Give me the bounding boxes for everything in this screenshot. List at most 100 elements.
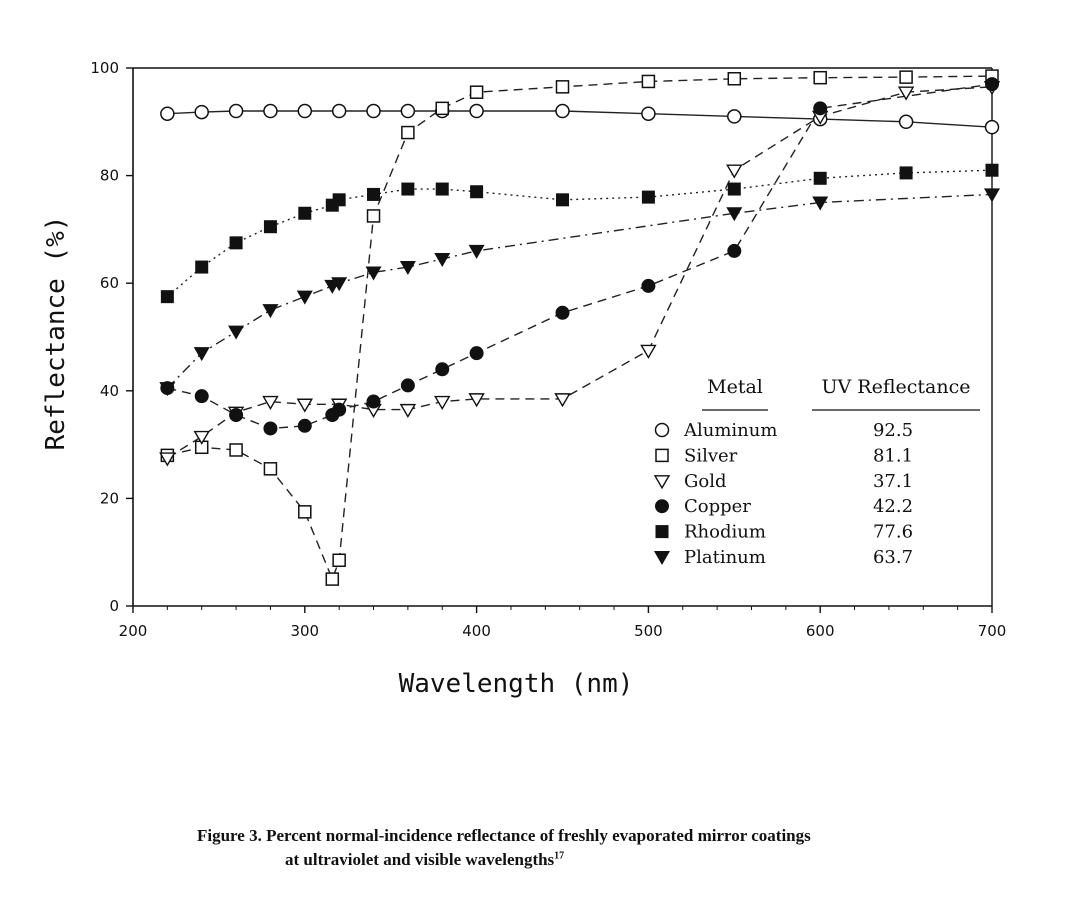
series-markers-copper bbox=[160, 77, 999, 436]
data-point-gold bbox=[468, 393, 485, 408]
data-point-aluminum bbox=[984, 119, 1000, 135]
data-point-platinum bbox=[399, 261, 416, 276]
data-point-copper bbox=[194, 389, 209, 404]
legend-marker bbox=[655, 448, 669, 463]
x-tick-label: 700 bbox=[978, 622, 1007, 640]
data-point-platinum bbox=[726, 207, 743, 222]
data-point-copper bbox=[813, 101, 828, 116]
data-point-rhodium bbox=[470, 185, 484, 199]
data-point-aluminum bbox=[555, 103, 570, 119]
data-point-aluminum bbox=[331, 103, 347, 119]
series-line-rhodium bbox=[166, 169, 993, 298]
data-point-aluminum bbox=[469, 103, 484, 119]
legend-metal-name: Gold bbox=[684, 471, 727, 492]
legend-entry-platinum: Platinum 63.7 bbox=[654, 547, 913, 568]
data-point-platinum bbox=[365, 266, 382, 281]
legend-uv-value: 63.7 bbox=[873, 547, 913, 568]
data-point-rhodium bbox=[813, 171, 827, 185]
data-point-aluminum bbox=[727, 109, 742, 124]
data-point-gold bbox=[296, 398, 314, 413]
data-point-copper bbox=[555, 305, 570, 320]
legend-uv-value: 37.1 bbox=[873, 471, 913, 492]
legend-entry-rhodium: Rhodium 77.6 bbox=[655, 522, 913, 543]
data-point-copper bbox=[297, 418, 312, 433]
data-point-aluminum bbox=[194, 104, 209, 120]
data-point-gold bbox=[434, 395, 451, 410]
data-point-aluminum bbox=[400, 103, 416, 119]
data-point-platinum bbox=[434, 252, 451, 267]
data-point-rhodium bbox=[195, 260, 209, 274]
x-axis-title: Wavelength (nm) bbox=[399, 669, 634, 699]
y-tick-label: 100 bbox=[90, 59, 119, 77]
series-line-silver bbox=[167, 75, 993, 582]
y-tick-label: 80 bbox=[100, 167, 119, 185]
legend-metal-name: Aluminum bbox=[683, 420, 777, 441]
legend-entry-aluminum: Aluminum 92.5 bbox=[654, 420, 913, 441]
data-point-platinum bbox=[159, 382, 176, 397]
data-point-gold bbox=[554, 393, 571, 408]
series-line-copper bbox=[167, 83, 993, 430]
data-point-aluminum bbox=[228, 103, 244, 119]
data-point-rhodium bbox=[899, 166, 913, 180]
data-point-copper bbox=[400, 378, 415, 393]
data-point-copper bbox=[985, 77, 999, 92]
legend-uv-value: 77.6 bbox=[873, 522, 913, 543]
data-point-copper bbox=[641, 278, 656, 293]
data-point-aluminum bbox=[297, 103, 313, 119]
series-line-aluminum bbox=[167, 110, 993, 128]
data-point-copper bbox=[435, 362, 450, 377]
x-tick-label: 500 bbox=[634, 622, 663, 640]
data-point-aluminum bbox=[898, 114, 914, 130]
legend-marker bbox=[653, 475, 671, 490]
x-tick-label: 600 bbox=[806, 622, 835, 640]
data-point-silver bbox=[813, 70, 827, 85]
legend-uv-value: 81.1 bbox=[873, 445, 913, 466]
legend-header-uv: UV Reflectance bbox=[822, 376, 971, 398]
data-point-gold bbox=[897, 86, 915, 101]
data-point-gold bbox=[159, 452, 176, 467]
data-point-silver bbox=[263, 462, 278, 476]
data-point-silver bbox=[366, 209, 381, 223]
legend-metal-name: Copper bbox=[684, 496, 751, 517]
legend-metal-name: Silver bbox=[684, 445, 738, 466]
series-markers-platinum bbox=[159, 188, 1000, 397]
data-point-aluminum bbox=[366, 103, 381, 119]
series-markers-aluminum bbox=[160, 103, 1000, 135]
data-point-gold bbox=[262, 395, 279, 410]
y-tick-label: 60 bbox=[100, 274, 119, 292]
data-point-rhodium bbox=[985, 163, 999, 177]
legend-marker bbox=[655, 525, 669, 539]
data-point-silver bbox=[435, 101, 449, 116]
legend-uv-value: 92.5 bbox=[873, 420, 913, 441]
data-point-silver bbox=[325, 572, 340, 586]
legend-header-metal: Metal bbox=[707, 376, 763, 398]
reflectance-chart: 200 300 400 500 600 700 0 20 40 60 80 100 Reflectan… bbox=[41, 59, 1006, 699]
x-tick-label: 300 bbox=[290, 622, 319, 640]
data-point-rhodium bbox=[367, 187, 381, 201]
data-point-rhodium bbox=[401, 182, 415, 196]
data-point-rhodium bbox=[229, 236, 243, 250]
legend-metal-name: Platinum bbox=[684, 547, 766, 568]
chart-axes: 200 300 400 500 600 700 0 20 40 60 80 100 bbox=[90, 59, 1006, 640]
x-tick-label: 400 bbox=[462, 622, 491, 640]
data-point-copper bbox=[727, 243, 742, 258]
data-point-rhodium bbox=[556, 193, 569, 207]
data-point-silver bbox=[727, 72, 742, 86]
caption-line-2: at ultraviolet and visible wavelengths17 bbox=[285, 850, 564, 870]
data-point-silver bbox=[641, 74, 656, 89]
data-point-rhodium bbox=[641, 190, 655, 204]
data-point-copper bbox=[229, 408, 244, 423]
data-point-platinum bbox=[193, 347, 210, 362]
legend-metal-name: Rhodium bbox=[684, 522, 766, 543]
data-point-silver bbox=[332, 553, 346, 568]
data-point-silver bbox=[555, 80, 570, 94]
legend-entry-silver: Silver 81.1 bbox=[655, 445, 913, 466]
data-point-rhodium bbox=[160, 290, 174, 304]
legend: Metal UV Reflectance Aluminum 92.5 Silver 81.… bbox=[653, 376, 980, 568]
series-line-gold bbox=[167, 86, 993, 459]
legend-marker bbox=[654, 422, 670, 438]
data-point-rhodium bbox=[332, 193, 346, 207]
legend-uv-value: 42.2 bbox=[873, 496, 913, 517]
data-point-platinum bbox=[262, 304, 279, 319]
series-lines bbox=[166, 75, 993, 582]
